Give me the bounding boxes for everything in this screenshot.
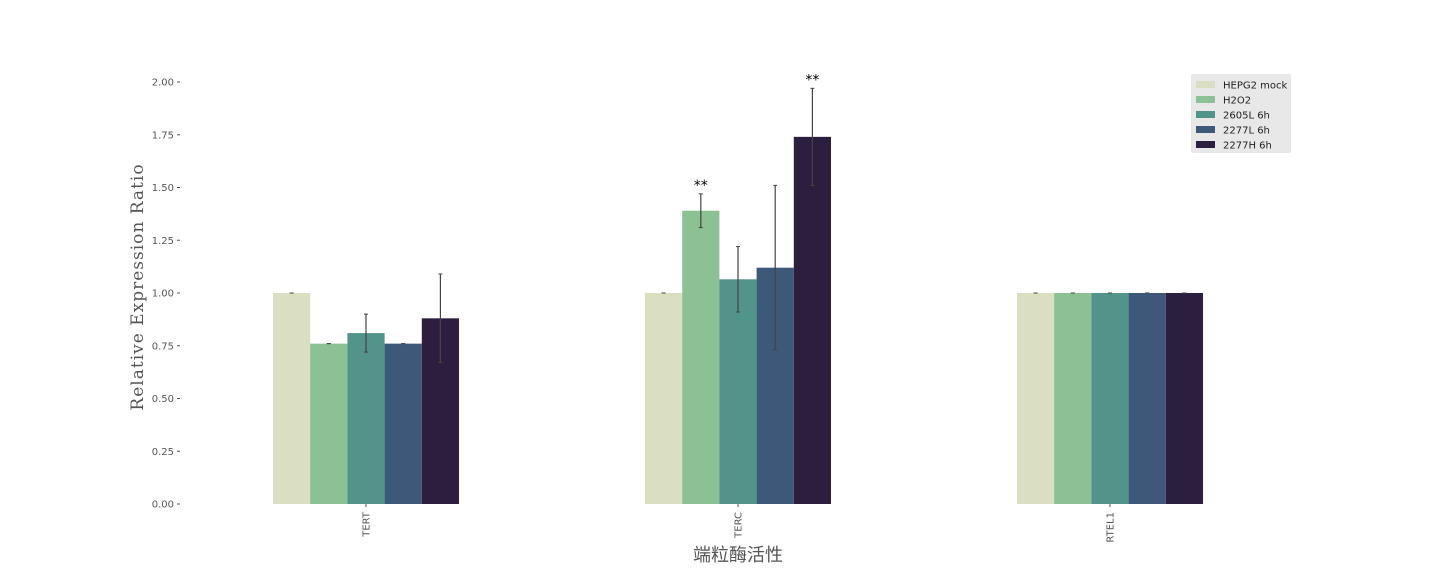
x-tick-label: RTEL1 <box>1106 512 1117 543</box>
legend-label: HEPG2 mock <box>1223 81 1288 92</box>
legend-background <box>1191 74 1291 153</box>
legend-label: 2605L 6h <box>1223 111 1270 122</box>
significance-annotations: ** ** <box>694 72 820 194</box>
legend-swatch <box>1196 111 1215 118</box>
y-tick-label: 0.00 <box>152 500 174 511</box>
legend-swatch <box>1196 96 1215 103</box>
legend-label: H2O2 <box>1223 96 1251 107</box>
y-tick-label: 1.50 <box>152 183 174 194</box>
bar <box>1165 293 1203 504</box>
bar <box>645 293 683 504</box>
x-tick-label: TERT <box>362 511 373 538</box>
bar <box>1054 293 1092 504</box>
bar <box>719 279 757 504</box>
x-axis: TERT TERC RTEL1 <box>362 504 1117 543</box>
y-tick-label: 0.75 <box>152 341 174 352</box>
bar <box>1128 293 1166 504</box>
x-axis-label: 端粒酶活性 <box>693 545 783 566</box>
bar <box>310 343 348 504</box>
y-tick-label: 0.50 <box>152 394 174 405</box>
bar <box>273 293 311 504</box>
error-bars <box>289 87 1187 364</box>
bar <box>682 210 720 504</box>
y-axis-label: Relative Expression Ratio <box>128 163 148 410</box>
bar <box>1091 293 1129 504</box>
y-tick-label: 2.00 <box>152 78 174 89</box>
y-tick-label: 1.00 <box>152 289 174 300</box>
bar <box>793 136 831 505</box>
bar <box>384 343 422 504</box>
legend-label: 2277L 6h <box>1223 126 1270 137</box>
bar <box>1017 293 1055 504</box>
significance-marker: ** <box>694 178 708 194</box>
legend-label: 2277H 6h <box>1223 141 1272 152</box>
x-tick-label: TERC <box>734 512 745 539</box>
y-tick-label: 0.25 <box>152 447 174 458</box>
bars <box>273 136 1203 505</box>
legend-swatch <box>1196 141 1215 148</box>
legend-swatch <box>1196 81 1215 88</box>
significance-marker: ** <box>805 72 819 88</box>
y-tick-label: 1.75 <box>152 130 174 141</box>
bar <box>347 333 385 504</box>
y-tick-label: 1.25 <box>152 236 174 247</box>
legend-swatch <box>1196 126 1215 133</box>
legend: HEPG2 mock H2O2 2605L 6h 2277L 6h 2277H 6h <box>1191 74 1291 153</box>
y-axis: 0.00 0.25 0.50 0.75 1.00 1.25 1.50 1.75 2.00 <box>152 78 180 511</box>
